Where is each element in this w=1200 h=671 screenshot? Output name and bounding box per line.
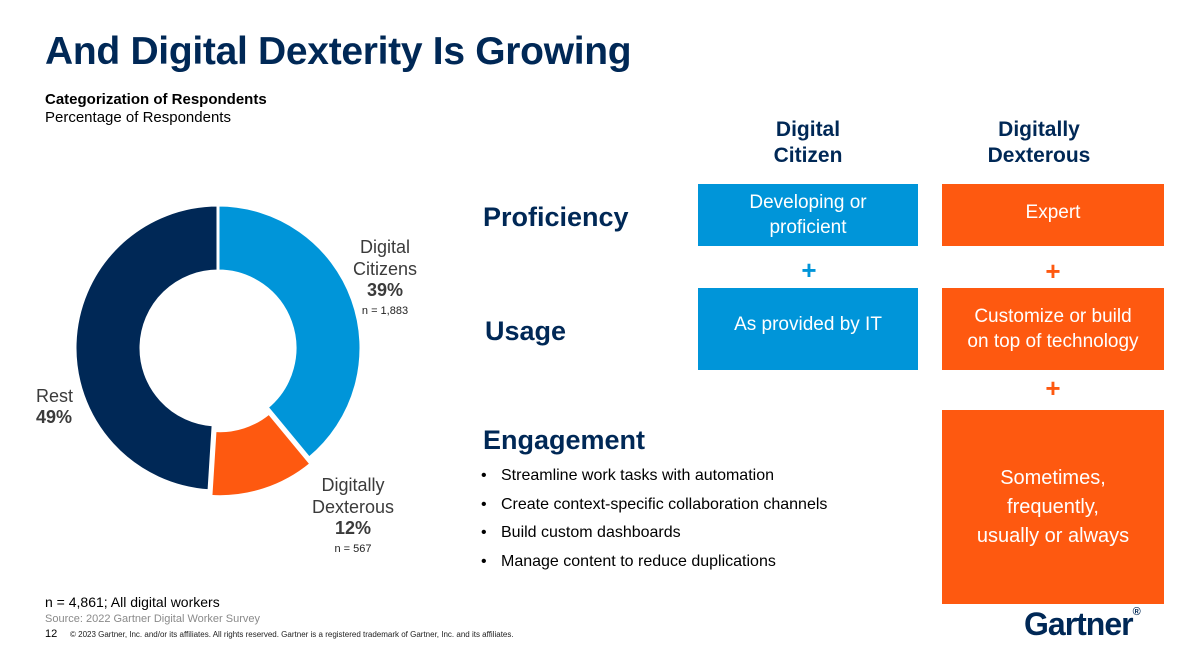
box-dexterous-engagement-line2: frequently, [1007,495,1099,518]
column-header-digitally-dexterous-line2: Dexterous [987,144,1091,167]
label-digitally-dexterous-line2: Dexterous [311,497,395,517]
box-dexterous-usage-line1: Customize or build [974,306,1132,327]
label-rest-pct: 49% [36,407,73,427]
list-item: • Create context-specific collaboration c… [481,491,827,520]
box-citizen-proficiency-line1: Developing or [749,192,867,213]
slice-digitally-dexterous [209,410,314,499]
box-dexterous-usage: Customize or build on top of technology [942,288,1164,370]
plus-icon: + [1045,256,1061,286]
row-label-proficiency: Proficiency [483,202,629,232]
label-digitally-dexterous-pct: 12% [334,518,372,538]
slice-rest [73,203,220,493]
footnote: n = 4,861; All digital workers [45,594,220,610]
box-dexterous-engagement-line3: usually or always [976,524,1130,547]
chart-subtitle: Percentage of Respondents [45,109,231,126]
source-note: Source: 2022 Gartner Digital Worker Surv… [45,613,260,625]
label-digitally-dexterous-line1: Digitally [321,475,385,495]
list-item-text: Build custom dashboards [501,524,681,541]
row-label-usage: Usage [485,316,567,346]
plus-icon: + [1045,373,1061,403]
column-header-digitally-dexterous-line1: Digitally [998,118,1080,141]
label-digital-citizens-line1: Digital [359,237,411,257]
column-header-digital-citizen: Digital Citizen [733,117,883,169]
page-number: 12 [45,628,58,640]
gartner-logo: Gartner® [1024,606,1141,643]
box-citizen-usage-text: As provided by IT [734,314,882,335]
row-label-engagement: Engagement [483,425,646,455]
box-citizen-usage: As provided by IT [698,288,918,370]
label-digital-citizens-pct: 39% [366,280,404,300]
list-item: • Manage content to reduce duplications [481,548,827,577]
label-rest: Rest 49% [36,385,73,428]
label-digitally-dexterous-n: n = 567 [334,543,372,555]
page-title: And Digital Dexterity Is Growing [45,30,632,73]
copyright-notice: © 2023 Gartner, Inc. and/or its affiliat… [70,630,514,639]
list-item-text: Create context-specific collaboration ch… [501,495,828,513]
engagement-list: • Streamline work tasks with automation •… [481,462,827,576]
list-item: • Build custom dashboards [481,519,827,548]
label-digitally-dexterous: Digitally Dexterous 12% n = 567 [298,474,408,555]
bullet-icon: • [481,495,487,513]
bullet-icon: • [481,524,487,541]
logo-text: Gartner [1024,606,1134,642]
box-dexterous-engagement: Sometimes, frequently, usually or always [942,410,1164,604]
column-header-digital-citizen-line1: Digital [775,118,841,141]
list-item-text: Streamline work tasks with automation [501,467,774,484]
label-digital-citizens-n: n = 1,883 [361,305,409,317]
list-item-text: Manage content to reduce duplications [501,552,776,570]
chart-title: Categorization of Respondents [45,91,267,108]
bullet-icon: • [481,552,487,570]
slice-digital-citizens [216,203,363,461]
box-citizen-proficiency: Developing or proficient [698,184,918,246]
donut-chart [73,203,363,499]
box-citizen-proficiency-line2: proficient [769,217,847,238]
box-dexterous-proficiency: Expert [942,184,1164,246]
column-header-digital-citizen-line2: Citizen [773,144,843,167]
bullet-icon: • [481,467,487,484]
label-digital-citizens: Digital Citizens 39% n = 1,883 [330,236,440,317]
box-dexterous-engagement-line1: Sometimes, [1000,466,1106,489]
column-header-digitally-dexterous: Digitally Dexterous [964,117,1114,169]
registered-mark: ® [1132,606,1141,618]
plus-icon: + [801,255,817,285]
label-digital-citizens-line2: Citizens [352,259,418,279]
list-item: • Streamline work tasks with automation [481,462,827,491]
box-dexterous-proficiency-text: Expert [1025,202,1081,223]
label-rest-name: Rest [36,386,74,406]
box-dexterous-usage-line2: on top of technology [967,331,1139,352]
